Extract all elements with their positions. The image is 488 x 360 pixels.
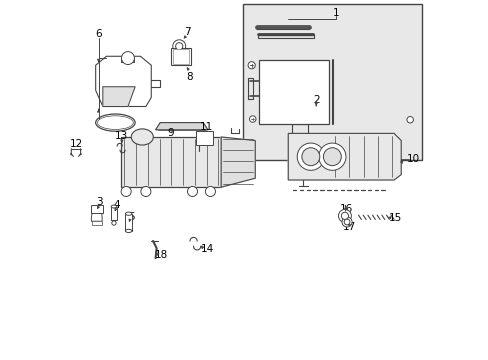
Bar bbox=[121, 137, 221, 187]
Circle shape bbox=[187, 186, 197, 197]
Ellipse shape bbox=[125, 212, 132, 215]
Polygon shape bbox=[287, 134, 400, 180]
Bar bbox=[258, 60, 328, 125]
Circle shape bbox=[318, 143, 346, 170]
Circle shape bbox=[341, 212, 348, 220]
Circle shape bbox=[141, 186, 151, 197]
Text: 10: 10 bbox=[407, 154, 420, 164]
Text: 4: 4 bbox=[113, 200, 120, 210]
Bar bbox=[111, 207, 117, 220]
Ellipse shape bbox=[111, 205, 117, 208]
Circle shape bbox=[112, 221, 116, 225]
Text: 2: 2 bbox=[312, 95, 319, 105]
Text: 6: 6 bbox=[95, 30, 102, 39]
Text: 17: 17 bbox=[342, 222, 355, 231]
Ellipse shape bbox=[97, 116, 133, 130]
Bar bbox=[91, 205, 102, 213]
Text: 11: 11 bbox=[199, 122, 212, 132]
Text: 9: 9 bbox=[167, 129, 174, 138]
Bar bbox=[242, 4, 421, 160]
Text: 3: 3 bbox=[96, 197, 102, 207]
Polygon shape bbox=[155, 123, 207, 130]
Text: 1: 1 bbox=[332, 8, 339, 18]
Circle shape bbox=[341, 217, 351, 227]
Circle shape bbox=[121, 186, 131, 197]
Circle shape bbox=[121, 51, 134, 64]
Circle shape bbox=[172, 40, 185, 53]
Circle shape bbox=[205, 186, 215, 197]
Polygon shape bbox=[221, 137, 255, 187]
Circle shape bbox=[323, 148, 341, 166]
Bar bbox=[172, 49, 188, 64]
Text: 18: 18 bbox=[154, 250, 167, 260]
Text: 15: 15 bbox=[387, 213, 401, 223]
Circle shape bbox=[406, 117, 412, 123]
Text: 8: 8 bbox=[186, 72, 193, 82]
Circle shape bbox=[301, 148, 319, 166]
Ellipse shape bbox=[125, 229, 132, 233]
Bar bbox=[171, 48, 190, 65]
Text: 16: 16 bbox=[339, 204, 352, 215]
Bar bbox=[196, 131, 213, 145]
Circle shape bbox=[249, 116, 255, 122]
Ellipse shape bbox=[131, 129, 153, 145]
Text: 7: 7 bbox=[183, 27, 190, 37]
Bar bbox=[125, 214, 132, 231]
Circle shape bbox=[175, 42, 183, 50]
Text: 12: 12 bbox=[69, 139, 82, 149]
Circle shape bbox=[247, 62, 255, 69]
Ellipse shape bbox=[96, 114, 135, 131]
Circle shape bbox=[344, 219, 349, 225]
Circle shape bbox=[297, 143, 324, 170]
Text: 5: 5 bbox=[128, 212, 135, 221]
Circle shape bbox=[338, 210, 351, 222]
Polygon shape bbox=[96, 56, 151, 107]
Text: 13: 13 bbox=[115, 131, 128, 141]
Polygon shape bbox=[102, 87, 135, 107]
Text: 14: 14 bbox=[201, 244, 214, 254]
